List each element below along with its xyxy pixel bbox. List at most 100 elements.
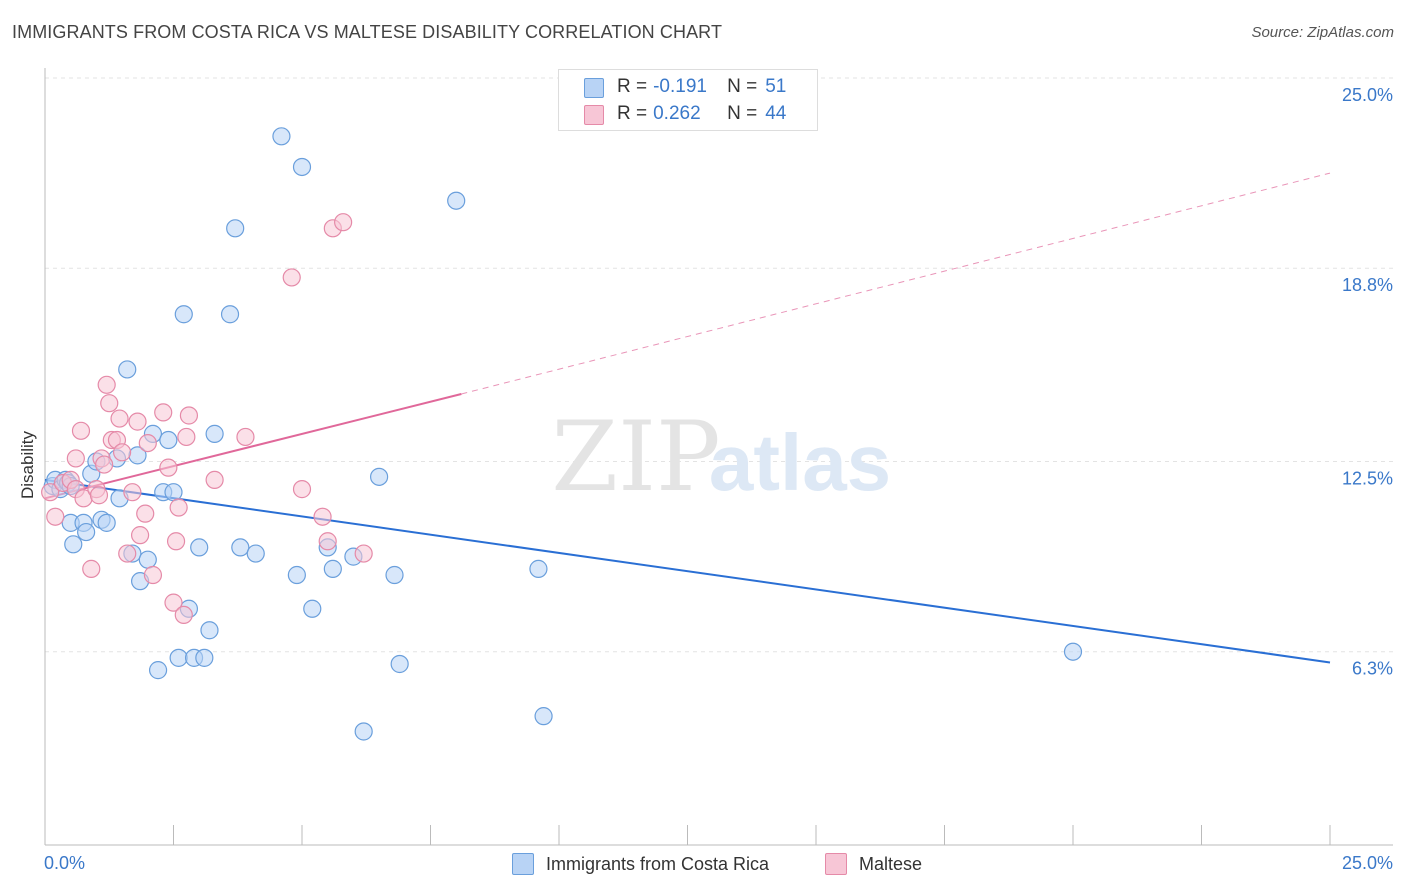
point-maltese: [164, 593, 183, 612]
trend-line-maltese: [44, 393, 462, 500]
point-costa-rica: [226, 219, 245, 238]
point-costa-rica: [534, 707, 553, 726]
stats-n-label: N =: [727, 103, 758, 124]
point-maltese: [282, 268, 301, 287]
point-maltese: [46, 507, 65, 526]
point-maltese: [334, 213, 353, 232]
y-axis-label: Disability: [18, 430, 37, 500]
point-costa-rica: [190, 538, 209, 557]
point-maltese: [128, 412, 147, 431]
series-maltese-points: [41, 213, 373, 625]
point-maltese: [174, 605, 193, 625]
trend-lines: [44, 172, 1331, 664]
trend-line-costa-rica: [44, 478, 1331, 664]
stats-row-maltese: R = 0.262 N = 44: [584, 101, 787, 127]
point-costa-rica: [138, 550, 157, 569]
point-maltese: [110, 409, 129, 428]
legend-label-costa-rica: Immigrants from Costa Rica: [546, 853, 770, 874]
point-maltese: [154, 403, 173, 422]
stats-r-label: R =: [617, 103, 648, 124]
y-tick-label: 12.5%: [1342, 469, 1393, 489]
point-maltese: [236, 427, 255, 447]
legend-label-maltese: Maltese: [859, 853, 923, 874]
point-maltese: [123, 483, 142, 502]
point-costa-rica: [77, 522, 96, 542]
grid-lines: [45, 77, 1393, 653]
point-maltese: [177, 427, 196, 447]
stats-swatch-costa-rica: [584, 78, 604, 98]
point-costa-rica: [159, 430, 178, 450]
point-costa-rica: [385, 565, 404, 585]
point-costa-rica: [1063, 642, 1083, 661]
point-maltese: [118, 544, 137, 563]
legend-item-maltese[interactable]: Maltese: [825, 852, 922, 876]
point-costa-rica: [200, 621, 219, 640]
point-costa-rica: [390, 654, 409, 674]
legend-swatch-costa-rica: [512, 853, 534, 875]
point-costa-rica: [292, 157, 312, 177]
point-costa-rica: [272, 127, 291, 146]
point-maltese: [41, 483, 60, 502]
point-costa-rica: [174, 305, 193, 324]
point-maltese: [318, 532, 337, 551]
point-costa-rica: [287, 565, 306, 585]
point-costa-rica: [164, 483, 183, 502]
stats-n-value: 44: [765, 103, 787, 124]
y-axis-label-wrap: Disability: [4, 431, 52, 499]
y-tick-label: 25.0%: [1342, 85, 1393, 105]
trend-line-maltese-extension: [461, 172, 1331, 395]
chart-title: IMMIGRANTS FROM COSTA RICA VS MALTESE DI…: [12, 22, 723, 42]
point-costa-rica: [303, 599, 322, 618]
y-tick-label: 6.3%: [1352, 659, 1393, 679]
point-costa-rica: [246, 544, 265, 563]
point-costa-rica: [220, 305, 240, 324]
point-costa-rica: [97, 513, 116, 532]
x-tick-label: 0.0%: [44, 853, 85, 873]
stats-r-label: R =: [617, 76, 648, 97]
point-maltese: [66, 449, 85, 468]
watermark-atlas: atlas: [709, 418, 891, 507]
point-costa-rica: [169, 648, 188, 667]
watermark-zip: ZIP: [551, 401, 720, 513]
legend-item-costa-rica[interactable]: Immigrants from Costa Rica: [512, 852, 769, 876]
point-costa-rica: [148, 661, 168, 680]
stats-n-label: N =: [727, 76, 758, 97]
stats-r-value: 0.262: [653, 103, 701, 124]
point-maltese: [130, 526, 150, 545]
stats-n-value: 51: [765, 76, 787, 97]
point-maltese: [136, 504, 155, 523]
stats-r-value: -0.191: [653, 76, 707, 97]
point-costa-rica: [195, 648, 214, 667]
axes: [44, 68, 1393, 846]
point-costa-rica: [370, 467, 389, 486]
point-maltese: [166, 532, 186, 551]
point-maltese: [313, 507, 332, 526]
point-costa-rica: [64, 535, 83, 554]
point-maltese: [159, 458, 178, 477]
stats-row-costa-rica: R = -0.191 N = 51: [584, 74, 787, 100]
point-maltese: [95, 455, 114, 474]
point-maltese: [205, 470, 224, 490]
source-label: Source: ZipAtlas.com: [1251, 24, 1394, 41]
tick-labels: 6.3% 12.5% 18.8% 25.0% 0.0% 25.0%: [44, 85, 1393, 873]
point-costa-rica: [529, 559, 548, 578]
y-tick-label: 18.8%: [1342, 275, 1393, 295]
x-tick-label: 25.0%: [1342, 853, 1393, 873]
correlation-stats-box: R = -0.191 N = 51 R = 0.262 N = 44: [558, 69, 818, 131]
point-maltese: [112, 443, 132, 462]
point-maltese: [82, 559, 101, 578]
point-maltese: [179, 406, 199, 425]
point-maltese: [292, 480, 312, 499]
legend-swatch-maltese: [825, 853, 847, 875]
point-costa-rica: [354, 722, 373, 741]
point-maltese: [89, 486, 109, 505]
point-maltese: [143, 565, 163, 585]
point-costa-rica: [323, 559, 342, 578]
point-maltese: [100, 394, 119, 413]
point-maltese: [71, 421, 91, 440]
point-costa-rica: [447, 191, 466, 210]
point-maltese: [138, 433, 157, 453]
point-maltese: [354, 544, 373, 563]
